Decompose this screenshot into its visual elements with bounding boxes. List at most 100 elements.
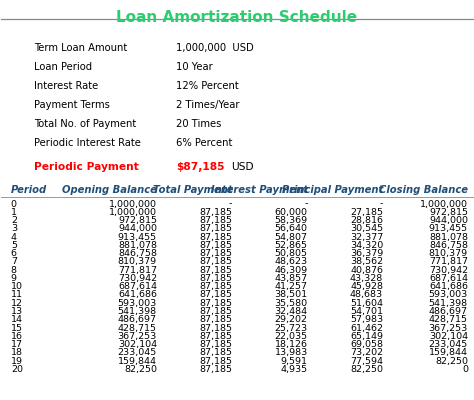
- Text: 87,185: 87,185: [199, 233, 232, 242]
- Text: 48,623: 48,623: [274, 258, 308, 266]
- Text: 881,078: 881,078: [429, 233, 468, 242]
- Text: 8: 8: [11, 266, 17, 275]
- Text: 15: 15: [11, 324, 23, 332]
- Text: 2 Times/Year: 2 Times/Year: [176, 100, 239, 110]
- Text: 87,185: 87,185: [199, 340, 232, 349]
- Text: 641,686: 641,686: [429, 282, 468, 291]
- Text: 810,379: 810,379: [118, 258, 157, 266]
- Text: 159,844: 159,844: [429, 348, 468, 357]
- Text: 730,942: 730,942: [429, 266, 468, 275]
- Text: 233,045: 233,045: [118, 348, 157, 357]
- Text: 87,185: 87,185: [199, 348, 232, 357]
- Text: 10: 10: [11, 282, 23, 291]
- Text: 73,202: 73,202: [350, 348, 383, 357]
- Text: 35,580: 35,580: [274, 299, 308, 308]
- Text: 82,250: 82,250: [435, 356, 468, 366]
- Text: 50,805: 50,805: [275, 249, 308, 258]
- Text: 13: 13: [11, 307, 23, 316]
- Text: 28,816: 28,816: [350, 216, 383, 225]
- Text: 87,185: 87,185: [199, 224, 232, 233]
- Text: 913,455: 913,455: [118, 233, 157, 242]
- Text: 65,149: 65,149: [350, 332, 383, 341]
- Text: 32,377: 32,377: [350, 233, 383, 242]
- Text: 1,000,000: 1,000,000: [420, 200, 468, 209]
- Text: 82,250: 82,250: [350, 365, 383, 374]
- Text: 87,185: 87,185: [199, 299, 232, 308]
- Text: 159,844: 159,844: [118, 356, 157, 366]
- Text: 1,000,000: 1,000,000: [109, 200, 157, 209]
- Text: Opening Balance: Opening Balance: [62, 185, 157, 195]
- Text: 12: 12: [11, 299, 23, 308]
- Text: 25,723: 25,723: [274, 324, 308, 332]
- Text: 43,857: 43,857: [274, 274, 308, 283]
- Text: 87,185: 87,185: [199, 315, 232, 324]
- Text: 9,591: 9,591: [281, 356, 308, 366]
- Text: 46,309: 46,309: [274, 266, 308, 275]
- Text: 687,614: 687,614: [429, 274, 468, 283]
- Text: 302,104: 302,104: [118, 340, 157, 349]
- Text: 593,003: 593,003: [428, 290, 468, 300]
- Text: 52,865: 52,865: [275, 241, 308, 250]
- Text: 593,003: 593,003: [118, 299, 157, 308]
- Text: 486,697: 486,697: [429, 307, 468, 316]
- Text: 20 Times: 20 Times: [176, 119, 221, 129]
- Text: 18,126: 18,126: [275, 340, 308, 349]
- Text: 7: 7: [11, 258, 17, 266]
- Text: 944,000: 944,000: [429, 216, 468, 225]
- Text: 20: 20: [11, 365, 23, 374]
- Text: 11: 11: [11, 290, 23, 300]
- Text: 87,185: 87,185: [199, 282, 232, 291]
- Text: 87,185: 87,185: [199, 307, 232, 316]
- Text: 0: 0: [462, 365, 468, 374]
- Text: 82,250: 82,250: [124, 365, 157, 374]
- Text: 5: 5: [11, 241, 17, 250]
- Text: 486,697: 486,697: [118, 315, 157, 324]
- Text: 16: 16: [11, 332, 23, 341]
- Text: 69,058: 69,058: [350, 340, 383, 349]
- Text: Closing Balance: Closing Balance: [379, 185, 468, 195]
- Text: 60,000: 60,000: [275, 208, 308, 217]
- Text: 22,035: 22,035: [274, 332, 308, 341]
- Text: 87,185: 87,185: [199, 249, 232, 258]
- Text: Periodic Payment: Periodic Payment: [35, 162, 139, 172]
- Text: 87,185: 87,185: [199, 258, 232, 266]
- Text: 972,815: 972,815: [118, 216, 157, 225]
- Text: 61,462: 61,462: [350, 324, 383, 332]
- Text: 641,686: 641,686: [118, 290, 157, 300]
- Text: 87,185: 87,185: [199, 216, 232, 225]
- Text: 58,369: 58,369: [274, 216, 308, 225]
- Text: 6: 6: [11, 249, 17, 258]
- Text: 56,640: 56,640: [275, 224, 308, 233]
- Text: 846,758: 846,758: [429, 241, 468, 250]
- Text: 881,078: 881,078: [118, 241, 157, 250]
- Text: USD: USD: [231, 162, 254, 172]
- Text: 87,185: 87,185: [199, 241, 232, 250]
- Text: 1,000,000: 1,000,000: [109, 208, 157, 217]
- Text: 87,185: 87,185: [199, 290, 232, 300]
- Text: 38,562: 38,562: [350, 258, 383, 266]
- Text: 32,484: 32,484: [274, 307, 308, 316]
- Text: $87,185: $87,185: [176, 162, 224, 172]
- Text: 12% Percent: 12% Percent: [176, 81, 238, 91]
- Text: 30,545: 30,545: [350, 224, 383, 233]
- Text: -: -: [304, 200, 308, 209]
- Text: -: -: [380, 200, 383, 209]
- Text: 302,104: 302,104: [429, 332, 468, 341]
- Text: 13,983: 13,983: [274, 348, 308, 357]
- Text: Periodic Interest Rate: Periodic Interest Rate: [35, 138, 141, 148]
- Text: 57,983: 57,983: [350, 315, 383, 324]
- Text: Period: Period: [11, 185, 47, 195]
- Text: 687,614: 687,614: [118, 282, 157, 291]
- Text: 2: 2: [11, 216, 17, 225]
- Text: 43,328: 43,328: [350, 274, 383, 283]
- Text: Term Loan Amount: Term Loan Amount: [35, 43, 128, 53]
- Text: 771,817: 771,817: [118, 266, 157, 275]
- Text: 771,817: 771,817: [429, 258, 468, 266]
- Text: 38,501: 38,501: [274, 290, 308, 300]
- Text: 87,185: 87,185: [199, 356, 232, 366]
- Text: 3: 3: [11, 224, 17, 233]
- Text: 87,185: 87,185: [199, 332, 232, 341]
- Text: 36,379: 36,379: [350, 249, 383, 258]
- Text: 40,876: 40,876: [350, 266, 383, 275]
- Text: Loan Period: Loan Period: [35, 62, 92, 72]
